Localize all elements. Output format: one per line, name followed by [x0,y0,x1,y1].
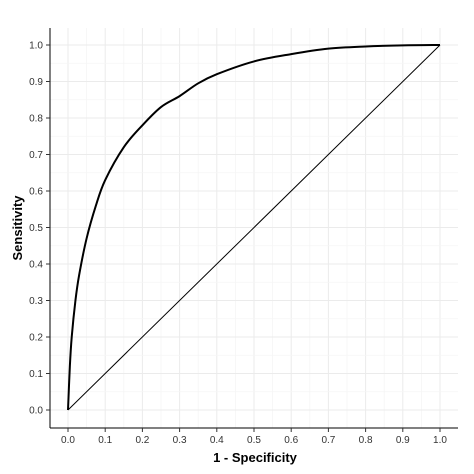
x-tick-label: 0.7 [321,435,335,446]
x-tick-label: 0.5 [247,435,261,446]
x-tick-label: 0.1 [98,435,112,446]
x-tick-label: 0.2 [135,435,149,446]
y-tick-label: 0.3 [29,296,43,307]
x-tick-label: 0.9 [396,435,410,446]
y-tick-label: 0.1 [29,369,43,380]
x-tick-label: 0.3 [173,435,187,446]
roc-curve-line [67,44,441,411]
series-layer [67,44,441,411]
y-tick-label: 0.2 [29,333,43,344]
y-tick-label: 0.8 [29,114,43,125]
y-tick-label: 0.6 [29,187,43,198]
x-axis-title: 1 - Specificity [213,450,298,465]
y-tick-label: 0.4 [29,260,43,271]
x-tick-label: 0.8 [359,435,373,446]
y-axis-title: Sensitivity [10,195,25,261]
x-tick-label: 1.0 [433,435,447,446]
ticks-layer: 0.0 0.1 0.2 0.3 0.4 0.5 0.6 0.7 0.8 0.9 1.0 0.0 0.1 0… [29,41,447,447]
x-tick-label: 0.4 [210,435,224,446]
y-tick-label: 0.0 [29,406,43,417]
y-tick-label: 0.9 [29,77,43,88]
reference-diagonal-line [67,44,441,411]
grid-layer [50,28,458,428]
x-tick-label: 0.0 [61,435,75,446]
y-tick-label: 0.5 [29,223,43,234]
y-tick-label: 0.7 [29,150,43,161]
x-tick-label: 0.6 [284,435,298,446]
y-tick-label: 1.0 [29,41,43,52]
